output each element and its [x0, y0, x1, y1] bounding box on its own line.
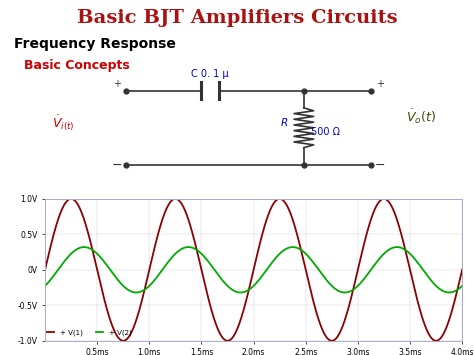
Text: R: R [281, 118, 288, 129]
Text: Frequency Response: Frequency Response [14, 37, 176, 51]
Text: 500 Ω: 500 Ω [310, 127, 339, 137]
Text: Basic BJT Amplifiers Circuits: Basic BJT Amplifiers Circuits [77, 9, 397, 27]
Text: $\dot{V}_{i(t)}$: $\dot{V}_{i(t)}$ [52, 113, 74, 133]
Legend: + V(1), + V(2): + V(1), + V(2) [45, 327, 135, 339]
Text: −: − [111, 159, 122, 172]
Text: −: − [374, 159, 385, 172]
Text: C 0. 1 μ: C 0. 1 μ [191, 69, 229, 79]
Text: Basic Concepts: Basic Concepts [24, 59, 129, 72]
Text: +: + [113, 78, 121, 89]
Text: $\dot{V}_o(t)$: $\dot{V}_o(t)$ [406, 108, 436, 126]
Text: +: + [375, 78, 383, 89]
